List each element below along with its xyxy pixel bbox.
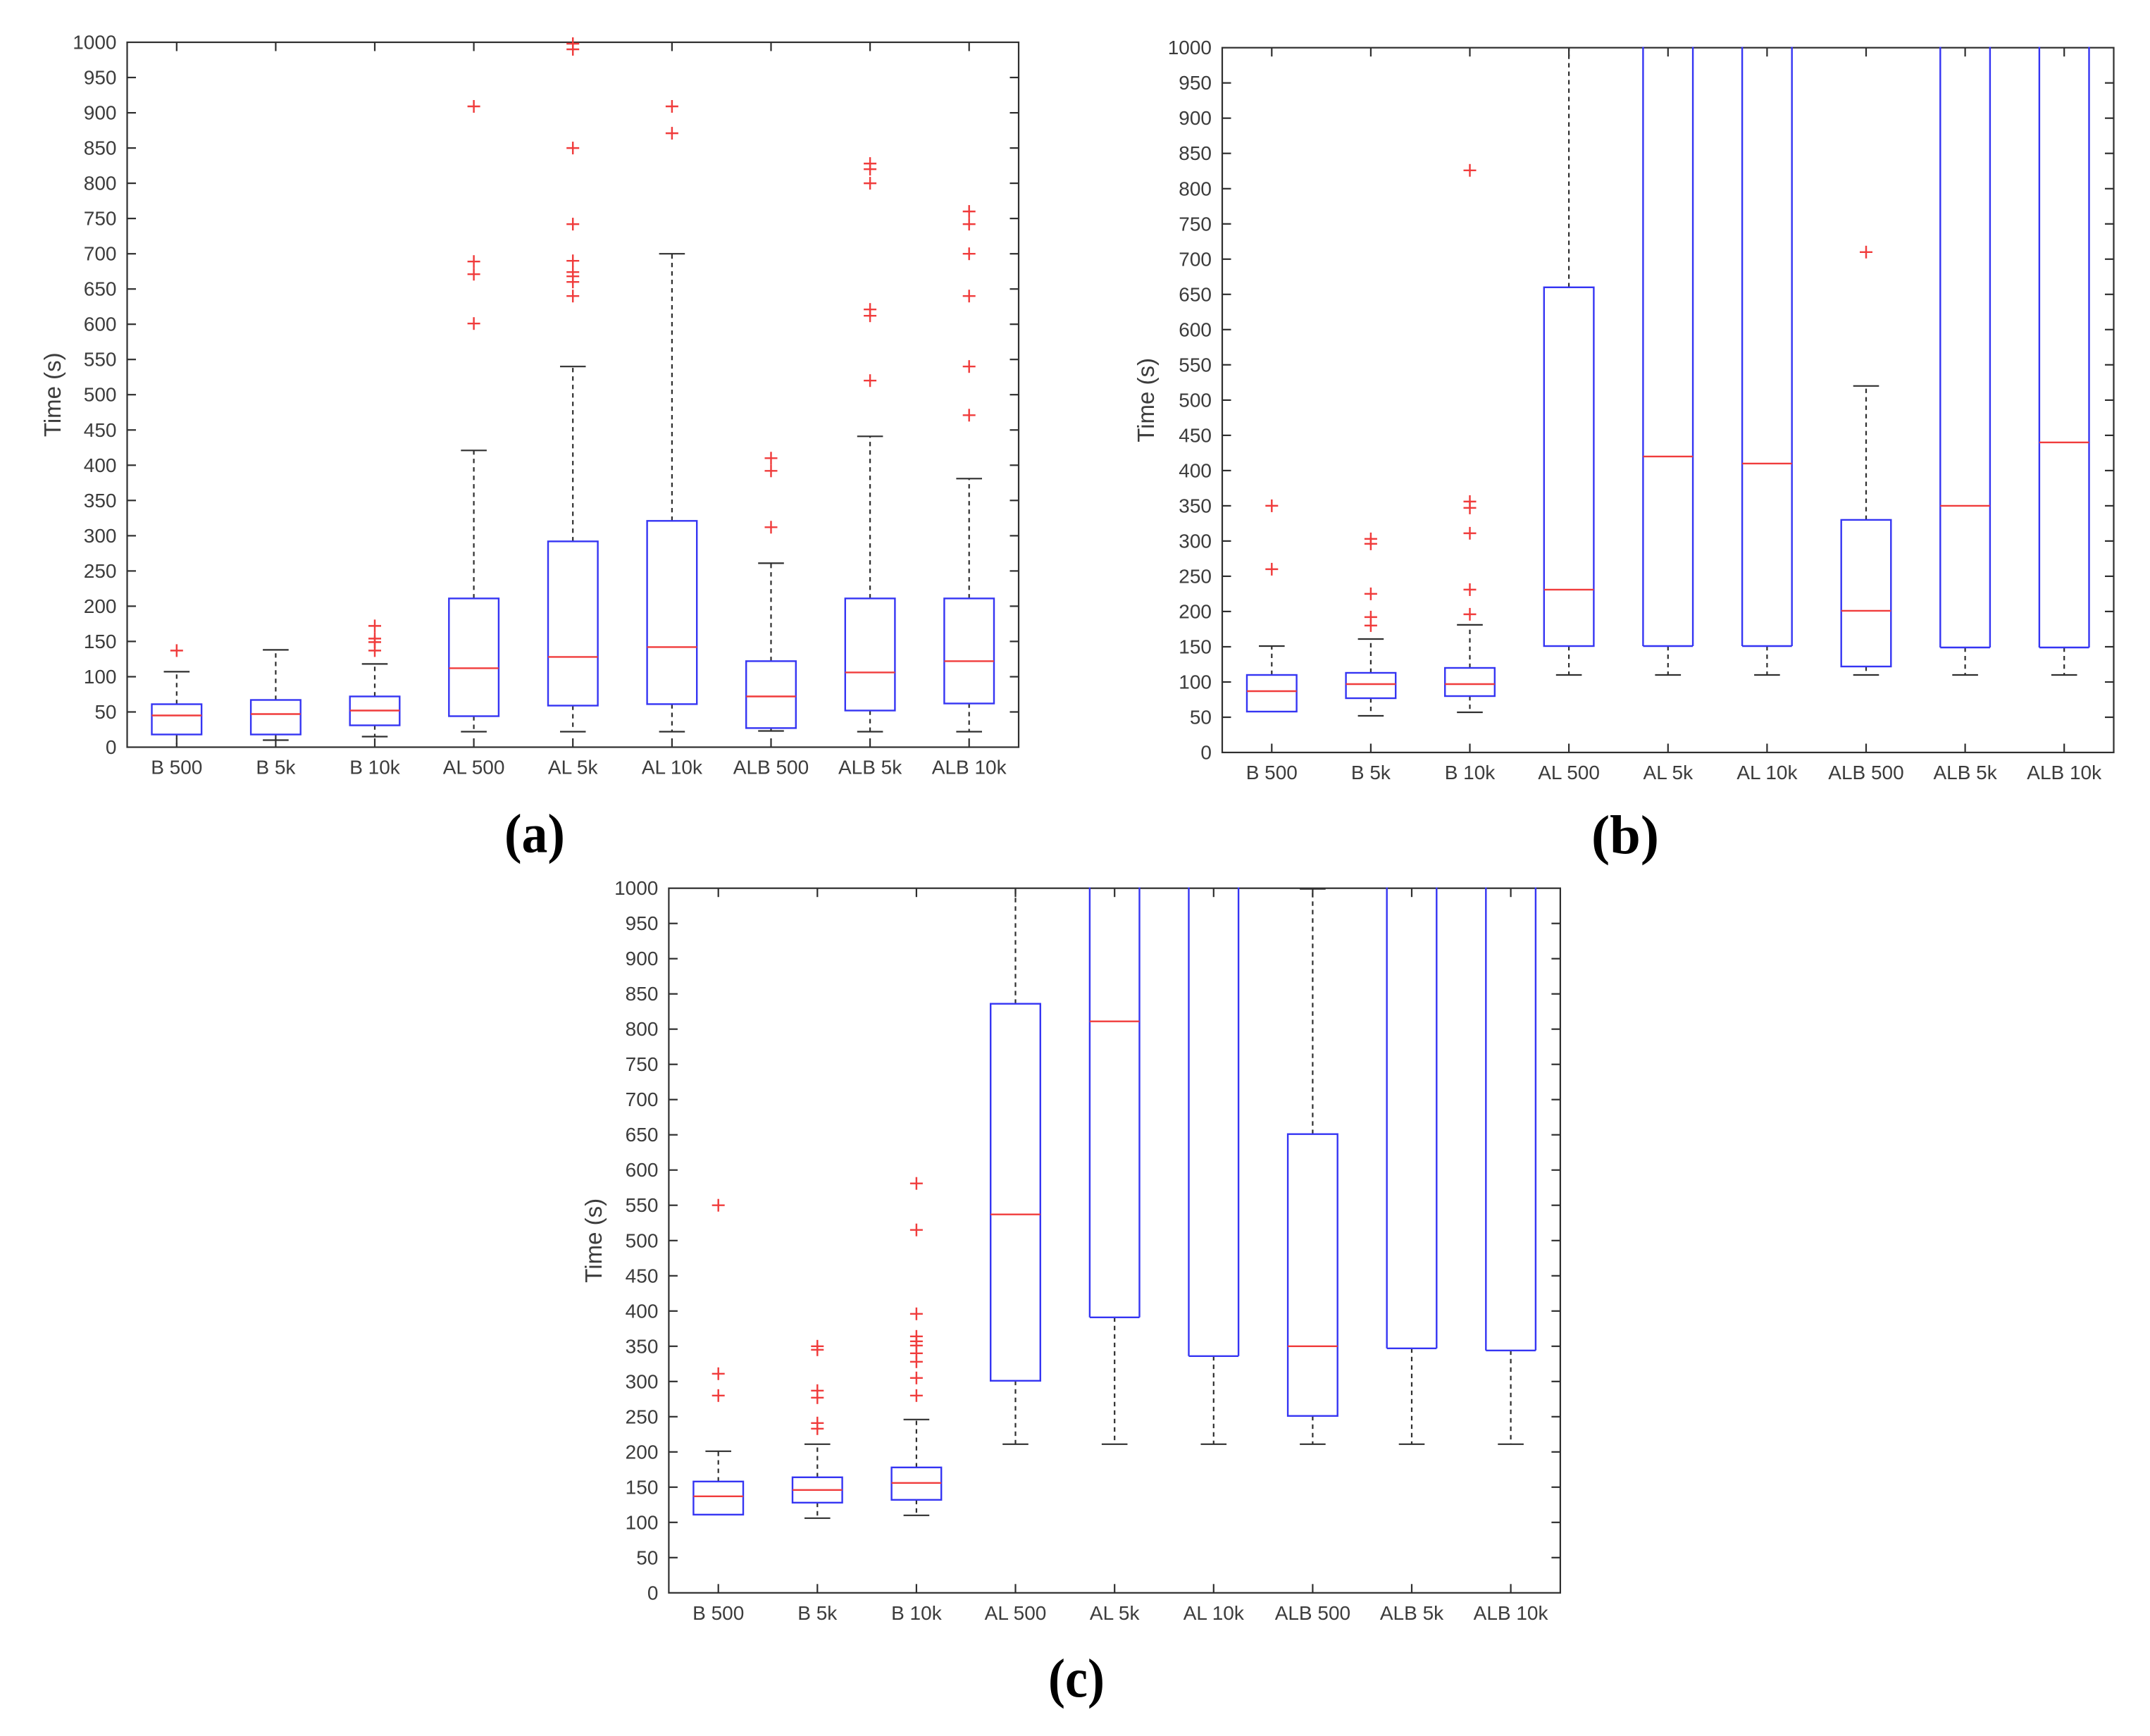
svg-text:100: 100 — [626, 1511, 659, 1533]
svg-text:ALB 10k: ALB 10k — [932, 757, 1007, 779]
svg-text:350: 350 — [84, 490, 117, 512]
svg-text:800: 800 — [1179, 178, 1212, 199]
svg-text:(b): (b) — [1591, 805, 1659, 866]
svg-text:AL 5k: AL 5k — [1643, 762, 1694, 783]
svg-text:B 5k: B 5k — [797, 1602, 838, 1624]
svg-text:750: 750 — [84, 208, 117, 230]
svg-text:100: 100 — [84, 666, 117, 688]
svg-text:AL 10k: AL 10k — [1736, 762, 1798, 783]
svg-text:1000: 1000 — [1168, 37, 1212, 58]
svg-text:850: 850 — [84, 137, 117, 159]
svg-text:300: 300 — [84, 525, 117, 547]
svg-text:950: 950 — [626, 912, 659, 934]
svg-text:B 5k: B 5k — [1351, 762, 1391, 783]
svg-text:AL 500: AL 500 — [443, 757, 505, 779]
svg-text:650: 650 — [1179, 283, 1212, 305]
svg-text:800: 800 — [84, 173, 117, 194]
svg-text:500: 500 — [84, 384, 117, 406]
svg-text:50: 50 — [94, 701, 116, 723]
svg-text:Time (s): Time (s) — [39, 352, 66, 437]
svg-text:100: 100 — [1179, 671, 1212, 693]
svg-text:B 500: B 500 — [151, 757, 202, 779]
svg-text:AL 500: AL 500 — [985, 1602, 1047, 1624]
svg-text:750: 750 — [1179, 213, 1212, 235]
svg-text:550: 550 — [1179, 354, 1212, 376]
svg-text:450: 450 — [626, 1265, 659, 1286]
svg-text:600: 600 — [84, 314, 117, 335]
svg-text:300: 300 — [626, 1370, 659, 1392]
svg-text:(c): (c) — [1048, 1648, 1105, 1709]
svg-text:850: 850 — [626, 983, 659, 1005]
svg-text:AL 500: AL 500 — [1538, 762, 1600, 783]
svg-text:350: 350 — [626, 1335, 659, 1357]
svg-text:400: 400 — [626, 1300, 659, 1322]
svg-text:150: 150 — [1179, 636, 1212, 658]
svg-text:700: 700 — [626, 1089, 659, 1110]
svg-text:950: 950 — [1179, 72, 1212, 94]
svg-text:B 10k: B 10k — [1445, 762, 1496, 783]
svg-text:900: 900 — [1179, 107, 1212, 129]
svg-text:750: 750 — [626, 1053, 659, 1075]
svg-text:200: 200 — [1179, 600, 1212, 622]
svg-text:1000: 1000 — [73, 32, 116, 54]
svg-text:ALB 5k: ALB 5k — [1933, 762, 1997, 783]
svg-text:ALB 5k: ALB 5k — [838, 757, 902, 779]
svg-text:450: 450 — [1179, 424, 1212, 446]
svg-text:250: 250 — [626, 1406, 659, 1427]
svg-text:550: 550 — [626, 1194, 659, 1216]
svg-text:650: 650 — [84, 278, 117, 300]
svg-text:AL 5k: AL 5k — [1090, 1602, 1141, 1624]
svg-text:Time (s): Time (s) — [580, 1198, 607, 1283]
svg-text:ALB 10k: ALB 10k — [1474, 1602, 1549, 1624]
svg-text:150: 150 — [626, 1476, 659, 1498]
svg-text:350: 350 — [1179, 495, 1212, 516]
svg-text:800: 800 — [626, 1018, 659, 1040]
svg-text:600: 600 — [1179, 318, 1212, 340]
svg-text:0: 0 — [1200, 742, 1212, 764]
svg-text:ALB 10k: ALB 10k — [2027, 762, 2102, 783]
svg-text:50: 50 — [1190, 707, 1212, 728]
svg-text:400: 400 — [1179, 459, 1212, 481]
svg-text:150: 150 — [84, 631, 117, 652]
svg-text:250: 250 — [84, 560, 117, 582]
svg-text:900: 900 — [626, 948, 659, 969]
svg-text:B 10k: B 10k — [891, 1602, 943, 1624]
svg-text:1000: 1000 — [614, 877, 658, 899]
svg-text:AL 10k: AL 10k — [642, 757, 703, 779]
svg-text:850: 850 — [1179, 142, 1212, 164]
svg-text:500: 500 — [1179, 389, 1212, 411]
svg-text:ALB 500: ALB 500 — [1275, 1602, 1350, 1624]
svg-text:B 5k: B 5k — [256, 757, 296, 779]
svg-text:0: 0 — [106, 736, 117, 758]
svg-text:200: 200 — [84, 595, 117, 617]
svg-text:200: 200 — [626, 1441, 659, 1463]
svg-text:250: 250 — [1179, 565, 1212, 587]
svg-text:950: 950 — [84, 67, 117, 89]
svg-text:900: 900 — [84, 102, 117, 124]
svg-text:50: 50 — [636, 1546, 658, 1568]
svg-text:300: 300 — [1179, 530, 1212, 552]
svg-text:700: 700 — [84, 243, 117, 265]
svg-text:B 500: B 500 — [1246, 762, 1298, 783]
svg-text:ALB 500: ALB 500 — [733, 757, 809, 779]
svg-text:B 500: B 500 — [692, 1602, 744, 1624]
svg-text:700: 700 — [1179, 248, 1212, 270]
svg-text:550: 550 — [84, 349, 117, 371]
svg-text:650: 650 — [626, 1124, 659, 1146]
svg-text:400: 400 — [84, 454, 117, 476]
svg-text:0: 0 — [647, 1582, 659, 1604]
svg-text:B 10k: B 10k — [349, 757, 401, 779]
svg-text:ALB 5k: ALB 5k — [1380, 1602, 1444, 1624]
svg-text:Time (s): Time (s) — [1133, 358, 1159, 442]
svg-text:AL 5k: AL 5k — [548, 757, 599, 779]
svg-text:ALB 500: ALB 500 — [1828, 762, 1903, 783]
svg-text:600: 600 — [626, 1159, 659, 1181]
svg-text:500: 500 — [626, 1229, 659, 1251]
svg-text:450: 450 — [84, 419, 117, 441]
svg-text:AL 10k: AL 10k — [1183, 1602, 1245, 1624]
svg-text:(a): (a) — [504, 803, 565, 864]
